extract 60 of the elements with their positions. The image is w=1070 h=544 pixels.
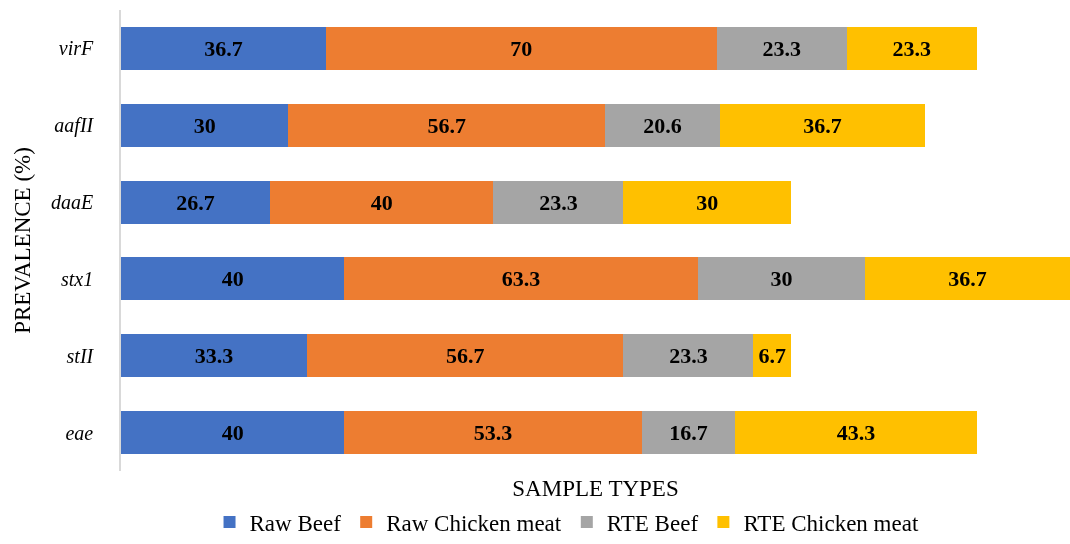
bar [306, 334, 624, 378]
data-label: 23.3 [762, 35, 801, 61]
y-axis-title: PREVALENCE (%) [9, 147, 35, 334]
data-label: 40 [221, 266, 244, 292]
bar [846, 26, 977, 70]
bar [270, 180, 494, 224]
bar [344, 411, 642, 455]
data-label: 40 [370, 189, 393, 215]
bar [288, 103, 605, 147]
data-label: 40 [221, 420, 244, 446]
bar [344, 257, 698, 301]
data-label: 23.3 [892, 35, 931, 61]
data-label: 20.6 [643, 112, 682, 138]
bar [121, 411, 345, 455]
data-label: 36.7 [803, 112, 842, 138]
data-label: 16.7 [669, 420, 708, 446]
bar [719, 103, 925, 147]
bar [493, 180, 624, 224]
bar [753, 334, 791, 378]
bar [121, 26, 326, 70]
data-label: 56.7 [427, 112, 466, 138]
legend-label: RTE Beef [606, 511, 699, 537]
data-label: 63.3 [501, 266, 541, 292]
legend-label: RTE Chicken meat [743, 511, 919, 537]
bar [865, 257, 1070, 301]
data-label: 26.7 [176, 189, 215, 215]
data-label: 56.7 [445, 343, 485, 369]
y-tick-label: eae [65, 421, 94, 444]
data-label: 30 [696, 189, 719, 215]
data-label: 30 [770, 266, 793, 292]
data-label: 33.3 [194, 343, 234, 369]
y-tick-label: stx1 [61, 267, 94, 290]
data-label: 43.3 [836, 420, 876, 446]
bar [641, 411, 736, 455]
bar [623, 334, 754, 378]
data-label: 36.7 [204, 35, 243, 61]
y-tick-label: stII [66, 344, 95, 367]
y-tick-label: virF [58, 37, 95, 60]
data-label: 23.3 [669, 343, 708, 369]
y-tick-label: aafII [54, 114, 95, 138]
bar [121, 334, 307, 378]
legend-label: Raw Chicken meat [386, 511, 562, 537]
bar [735, 411, 977, 455]
data-label: 23.3 [539, 189, 578, 215]
x-axis-title: SAMPLE TYPES [512, 475, 679, 501]
bar [716, 26, 847, 70]
bar [121, 180, 271, 224]
data-label: 53.3 [473, 420, 513, 446]
data-label: 70 [510, 35, 533, 61]
legend-label: Raw Beef [249, 511, 342, 537]
bar [623, 180, 791, 224]
bar [697, 257, 866, 301]
bar [604, 103, 720, 147]
bar [325, 26, 717, 70]
y-tick-label: daaE [51, 191, 94, 214]
bar [121, 257, 345, 301]
data-label: 6.7 [758, 343, 786, 369]
bar [121, 103, 289, 147]
data-label: 36.7 [948, 266, 987, 292]
data-label: 30 [193, 112, 216, 138]
